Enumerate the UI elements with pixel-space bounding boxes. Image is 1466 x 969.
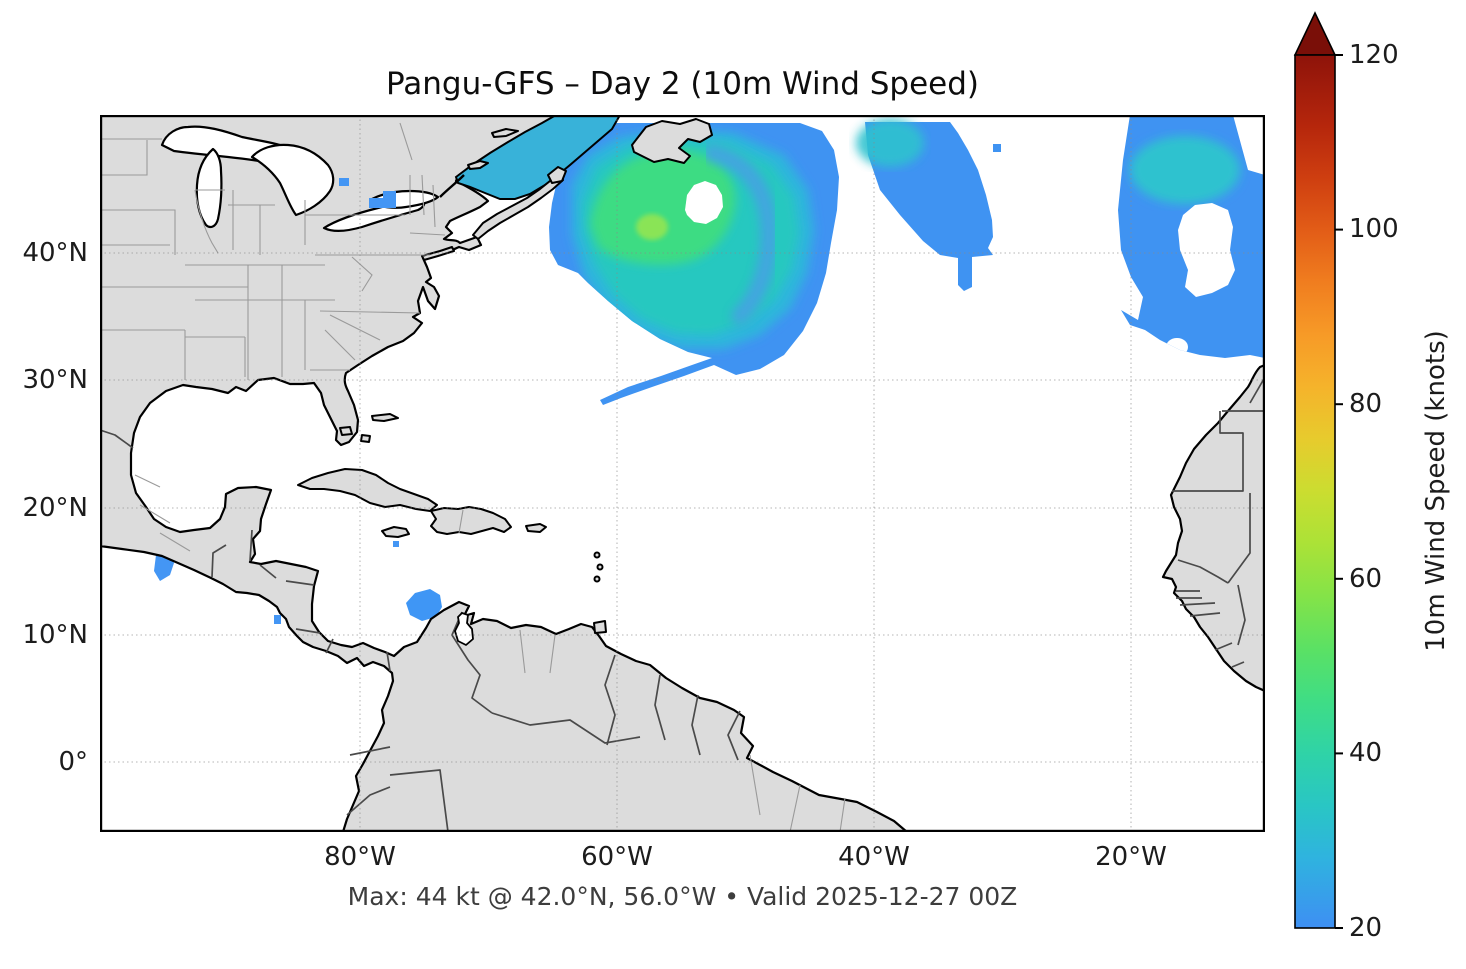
colorbar	[1293, 11, 1343, 929]
wind-spiral-teal	[1130, 136, 1240, 204]
cb-tick-40: 40	[1349, 738, 1383, 768]
wind-eastern-spiral	[1118, 115, 1265, 358]
x-tick-20w: 20°W	[1095, 842, 1167, 872]
cb-tick-100: 100	[1349, 214, 1399, 244]
y-tick-40n: 40°N	[22, 238, 88, 268]
lesser-antilles	[593, 551, 604, 583]
st-lawrence-river	[439, 174, 465, 198]
haiti-dr-border	[458, 509, 464, 534]
colorbar-extend-arrow	[1293, 11, 1337, 56]
spiral-calm-spot	[1166, 338, 1188, 356]
bahamas	[339, 413, 399, 443]
coastline-africa	[1161, 363, 1265, 693]
wind-patch-caribbean	[406, 589, 442, 621]
newfoundland	[631, 118, 713, 164]
y-tick-0: 0°	[58, 747, 88, 777]
wind-spiral-arm	[703, 144, 778, 325]
wind-max-spot	[636, 214, 668, 240]
plot-title: Pangu-GFS – Day 2 (10m Wind Speed)	[385, 66, 980, 102]
colorbar-gradient-bar	[1294, 54, 1336, 929]
anticosti-island	[491, 128, 519, 138]
colorbar-label: 10m Wind Speed (knots)	[1421, 330, 1451, 652]
wind-northern-band	[856, 119, 1001, 291]
max-valid-caption: Max: 44 kt @ 42.0°N, 56.0°W • Valid 2025…	[347, 882, 1018, 911]
lake-michigan	[195, 147, 223, 229]
wind-speck-nicaragua	[274, 615, 281, 624]
cb-tick-20: 20	[1349, 913, 1383, 943]
cb-tick-80: 80	[1349, 389, 1383, 419]
prince-edward-island	[467, 160, 489, 170]
wind-primary-cyclone	[549, 123, 839, 405]
map-plot-area	[100, 115, 1265, 832]
x-tick-60w: 60°W	[581, 842, 653, 872]
colorbar-tick-marks	[1335, 54, 1343, 929]
us-state-borders	[100, 122, 846, 832]
wind-band-teal-tinge	[856, 119, 924, 167]
puerto-rico	[525, 523, 547, 533]
x-tick-40w: 40°W	[838, 842, 910, 872]
cb-tick-120: 120	[1349, 40, 1399, 70]
wind-speck-jamaica	[393, 541, 399, 547]
cb-tick-60: 60	[1349, 564, 1383, 594]
spiral-calm-center	[1178, 203, 1235, 297]
lake-huron	[250, 143, 335, 217]
plot-border	[100, 115, 1265, 832]
gulf-of-st-lawrence	[454, 115, 622, 200]
lake-maracaibo	[454, 612, 474, 646]
y-tick-30n: 30°N	[22, 365, 88, 395]
trinidad	[593, 620, 607, 634]
hispaniola	[430, 506, 512, 535]
y-tick-10n: 10°N	[22, 620, 88, 650]
y-tick-20n: 20°N	[22, 493, 88, 523]
x-tick-80w: 80°W	[324, 842, 396, 872]
wind-field-layer	[154, 115, 1265, 624]
coastline-americas	[100, 115, 909, 832]
wind-specks-great-lakes	[339, 178, 396, 208]
jamaica	[381, 526, 410, 538]
cape-breton	[547, 166, 567, 184]
wind-patch-green	[590, 149, 736, 265]
wind-speck-mid-atlantic	[993, 144, 1001, 152]
cuba	[297, 468, 438, 512]
cyclone-eye	[685, 181, 723, 224]
